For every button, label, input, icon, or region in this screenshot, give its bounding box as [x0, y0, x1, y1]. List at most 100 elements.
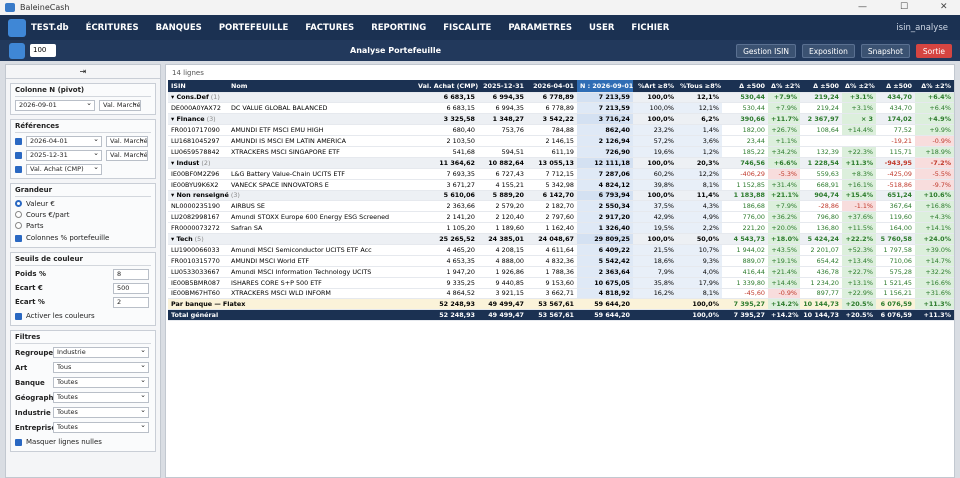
menu-item[interactable]: FICHIER — [631, 22, 670, 33]
checkbox[interactable] — [15, 151, 22, 159]
column-header[interactable]: 2025-12-31 — [478, 80, 527, 93]
reference-select[interactable]: 2025-12-31 — [26, 149, 102, 161]
group-row[interactable]: ▾ Tech (5) 25 265,52 24 385,01 24 048,67 29 … — [168, 233, 954, 245]
filter-select[interactable]: Toutes — [53, 392, 149, 403]
checkbox[interactable] — [15, 438, 22, 446]
group-toggle[interactable]: ▾ — [171, 158, 177, 167]
checkbox[interactable] — [15, 312, 22, 320]
column-header[interactable]: Δ% ±2% — [768, 80, 800, 93]
column-header[interactable]: Δ ±500 — [722, 80, 768, 93]
group-row[interactable]: ▾ Cons.Def (1) 6 683,15 6 994,35 6 778,89 7 … — [168, 92, 954, 104]
group-row[interactable]: ▾ Finance (3) 3 325,58 1 348,27 3 542,22 3 7… — [168, 113, 954, 126]
measure-select[interactable]: Val. Marché — [106, 135, 148, 147]
cell: 889,07 — [722, 255, 768, 267]
column-header[interactable]: Δ ±500 — [876, 80, 915, 93]
cell: 77,52 — [876, 124, 915, 137]
radio[interactable] — [15, 211, 22, 218]
cell: 4 611,64 — [527, 244, 577, 256]
cell: +4.9% — [915, 113, 954, 126]
cell: 185,22 — [722, 146, 768, 158]
filter-select[interactable]: Industrie — [53, 347, 149, 358]
menu-item[interactable]: PORTEFEUILLE — [218, 22, 289, 33]
radio-label: Parts — [26, 221, 44, 230]
reference-select[interactable]: 2026-04-01 — [26, 135, 102, 147]
toolbar-button[interactable]: Snapshot — [860, 43, 910, 58]
cell: 182,00 — [722, 124, 768, 137]
column-header[interactable]: %Tous ≥8% — [677, 80, 722, 93]
column-header[interactable]: ISIN — [168, 80, 228, 93]
group-toggle[interactable]: ▾ — [171, 235, 177, 244]
cell: AMUNDI ETF MSCI EMU HIGH — [228, 124, 415, 137]
minimize[interactable]: — — [858, 2, 867, 12]
portfolio-table: ISIN Nom Val. Achat (CMP) 2025-12-31 2026-04… — [168, 80, 954, 322]
column-header[interactable]: %Art ≥8% — [633, 80, 677, 93]
column-header[interactable]: N : 2026-09-01 — [577, 80, 633, 93]
limit-input[interactable]: 100 — [30, 44, 56, 57]
cell: 416,44 — [722, 266, 768, 278]
cell: AMUNDI MSCI World ETF — [228, 255, 415, 267]
item-row: LU2082998167 Amundi STOXX Europe 600 Ener… — [168, 211, 954, 224]
filters-box: Filtres RegroupementIndustrieArtTousBanq… — [10, 330, 156, 452]
db-name[interactable]: TEST.db — [31, 22, 69, 33]
group-row[interactable]: ▾ Indust (2) 11 364,62 10 882,64 13 055,13 1… — [168, 157, 954, 169]
toolbar-button[interactable]: Gestion ISIN — [736, 43, 796, 58]
cell: -5.3% — [768, 168, 800, 180]
checkbox[interactable] — [15, 234, 22, 242]
filter-select[interactable]: Toutes — [53, 377, 149, 388]
cell: 726,90 — [577, 146, 633, 158]
column-header[interactable]: 2026-04-01 — [527, 80, 577, 93]
threshold-input[interactable]: 2 — [113, 296, 149, 308]
cell: 7 287,06 — [577, 168, 633, 180]
group-toggle[interactable]: ▾ — [171, 115, 177, 124]
column-header[interactable]: Δ% ±2% — [842, 80, 876, 93]
cell: +16.6% — [915, 277, 954, 289]
radio[interactable] — [15, 200, 22, 207]
cell: 24 048,67 — [527, 233, 577, 245]
column-header[interactable]: Δ% ±2% — [915, 80, 954, 93]
column-header[interactable]: Val. Achat (CMP) — [415, 80, 478, 93]
radio-option: Cours €/part — [15, 210, 151, 219]
menu-item[interactable]: PARAMETRES — [508, 22, 573, 33]
measure-select[interactable]: Val. Marché — [99, 99, 141, 111]
cell: 49 499,47 — [478, 309, 527, 322]
toolbar-button[interactable]: Sortie — [915, 43, 952, 58]
menu-item[interactable]: FACTURES — [305, 22, 355, 33]
column-header[interactable]: Nom — [228, 80, 415, 93]
group-toggle[interactable]: ▾ — [171, 93, 177, 102]
filter-select[interactable]: Toutes — [53, 407, 149, 418]
menu-item[interactable]: USER — [589, 22, 615, 33]
checkbox[interactable] — [15, 165, 22, 173]
menu-item[interactable]: FISCALITE — [443, 22, 492, 33]
group-toggle[interactable]: ▾ — [171, 191, 177, 200]
collapse-button[interactable]: ⇥ — [6, 65, 160, 79]
cell: 5 342,98 — [527, 179, 577, 191]
maximize[interactable]: ☐ — [900, 2, 909, 12]
date-select[interactable]: 2026-09-01 — [15, 99, 95, 111]
cell: +22.2% — [842, 233, 876, 245]
toolbar-button[interactable]: Exposition — [801, 43, 855, 58]
close[interactable]: ✕ — [940, 2, 948, 12]
filter-select[interactable]: Tous — [53, 362, 149, 373]
cell: +19.1% — [768, 255, 800, 267]
cell: 9 153,60 — [527, 277, 577, 289]
filter-label: Art — [15, 363, 28, 372]
threshold-input[interactable]: 500 — [113, 282, 149, 294]
cell: LU0533033667 — [168, 266, 228, 278]
filter-select[interactable]: Toutes — [53, 422, 149, 433]
checkbox[interactable] — [15, 137, 22, 145]
radio[interactable] — [15, 222, 22, 229]
menu-item[interactable]: BANQUES — [155, 22, 202, 33]
radio-option: Parts — [15, 221, 151, 230]
measure-select[interactable]: Val. Marché — [106, 149, 148, 161]
reference-select[interactable]: Val. Achat (CMP) — [26, 163, 102, 175]
threshold-row: Poids % 8 — [15, 268, 151, 280]
menu-item[interactable]: REPORTING — [371, 22, 427, 33]
cell: 4 208,15 — [478, 244, 527, 256]
menu-item[interactable]: ÉCRITURES — [85, 22, 139, 33]
column-header[interactable]: Δ ±500 — [800, 80, 842, 93]
threshold-input[interactable]: 8 — [113, 268, 149, 280]
group-row[interactable]: ▾ Non renseigné (3) 5 610,06 5 889,20 6 142… — [168, 190, 954, 202]
section-title: Grandeur — [15, 186, 151, 197]
group-count: (3) — [229, 191, 240, 199]
cell: -9.7% — [915, 179, 954, 191]
